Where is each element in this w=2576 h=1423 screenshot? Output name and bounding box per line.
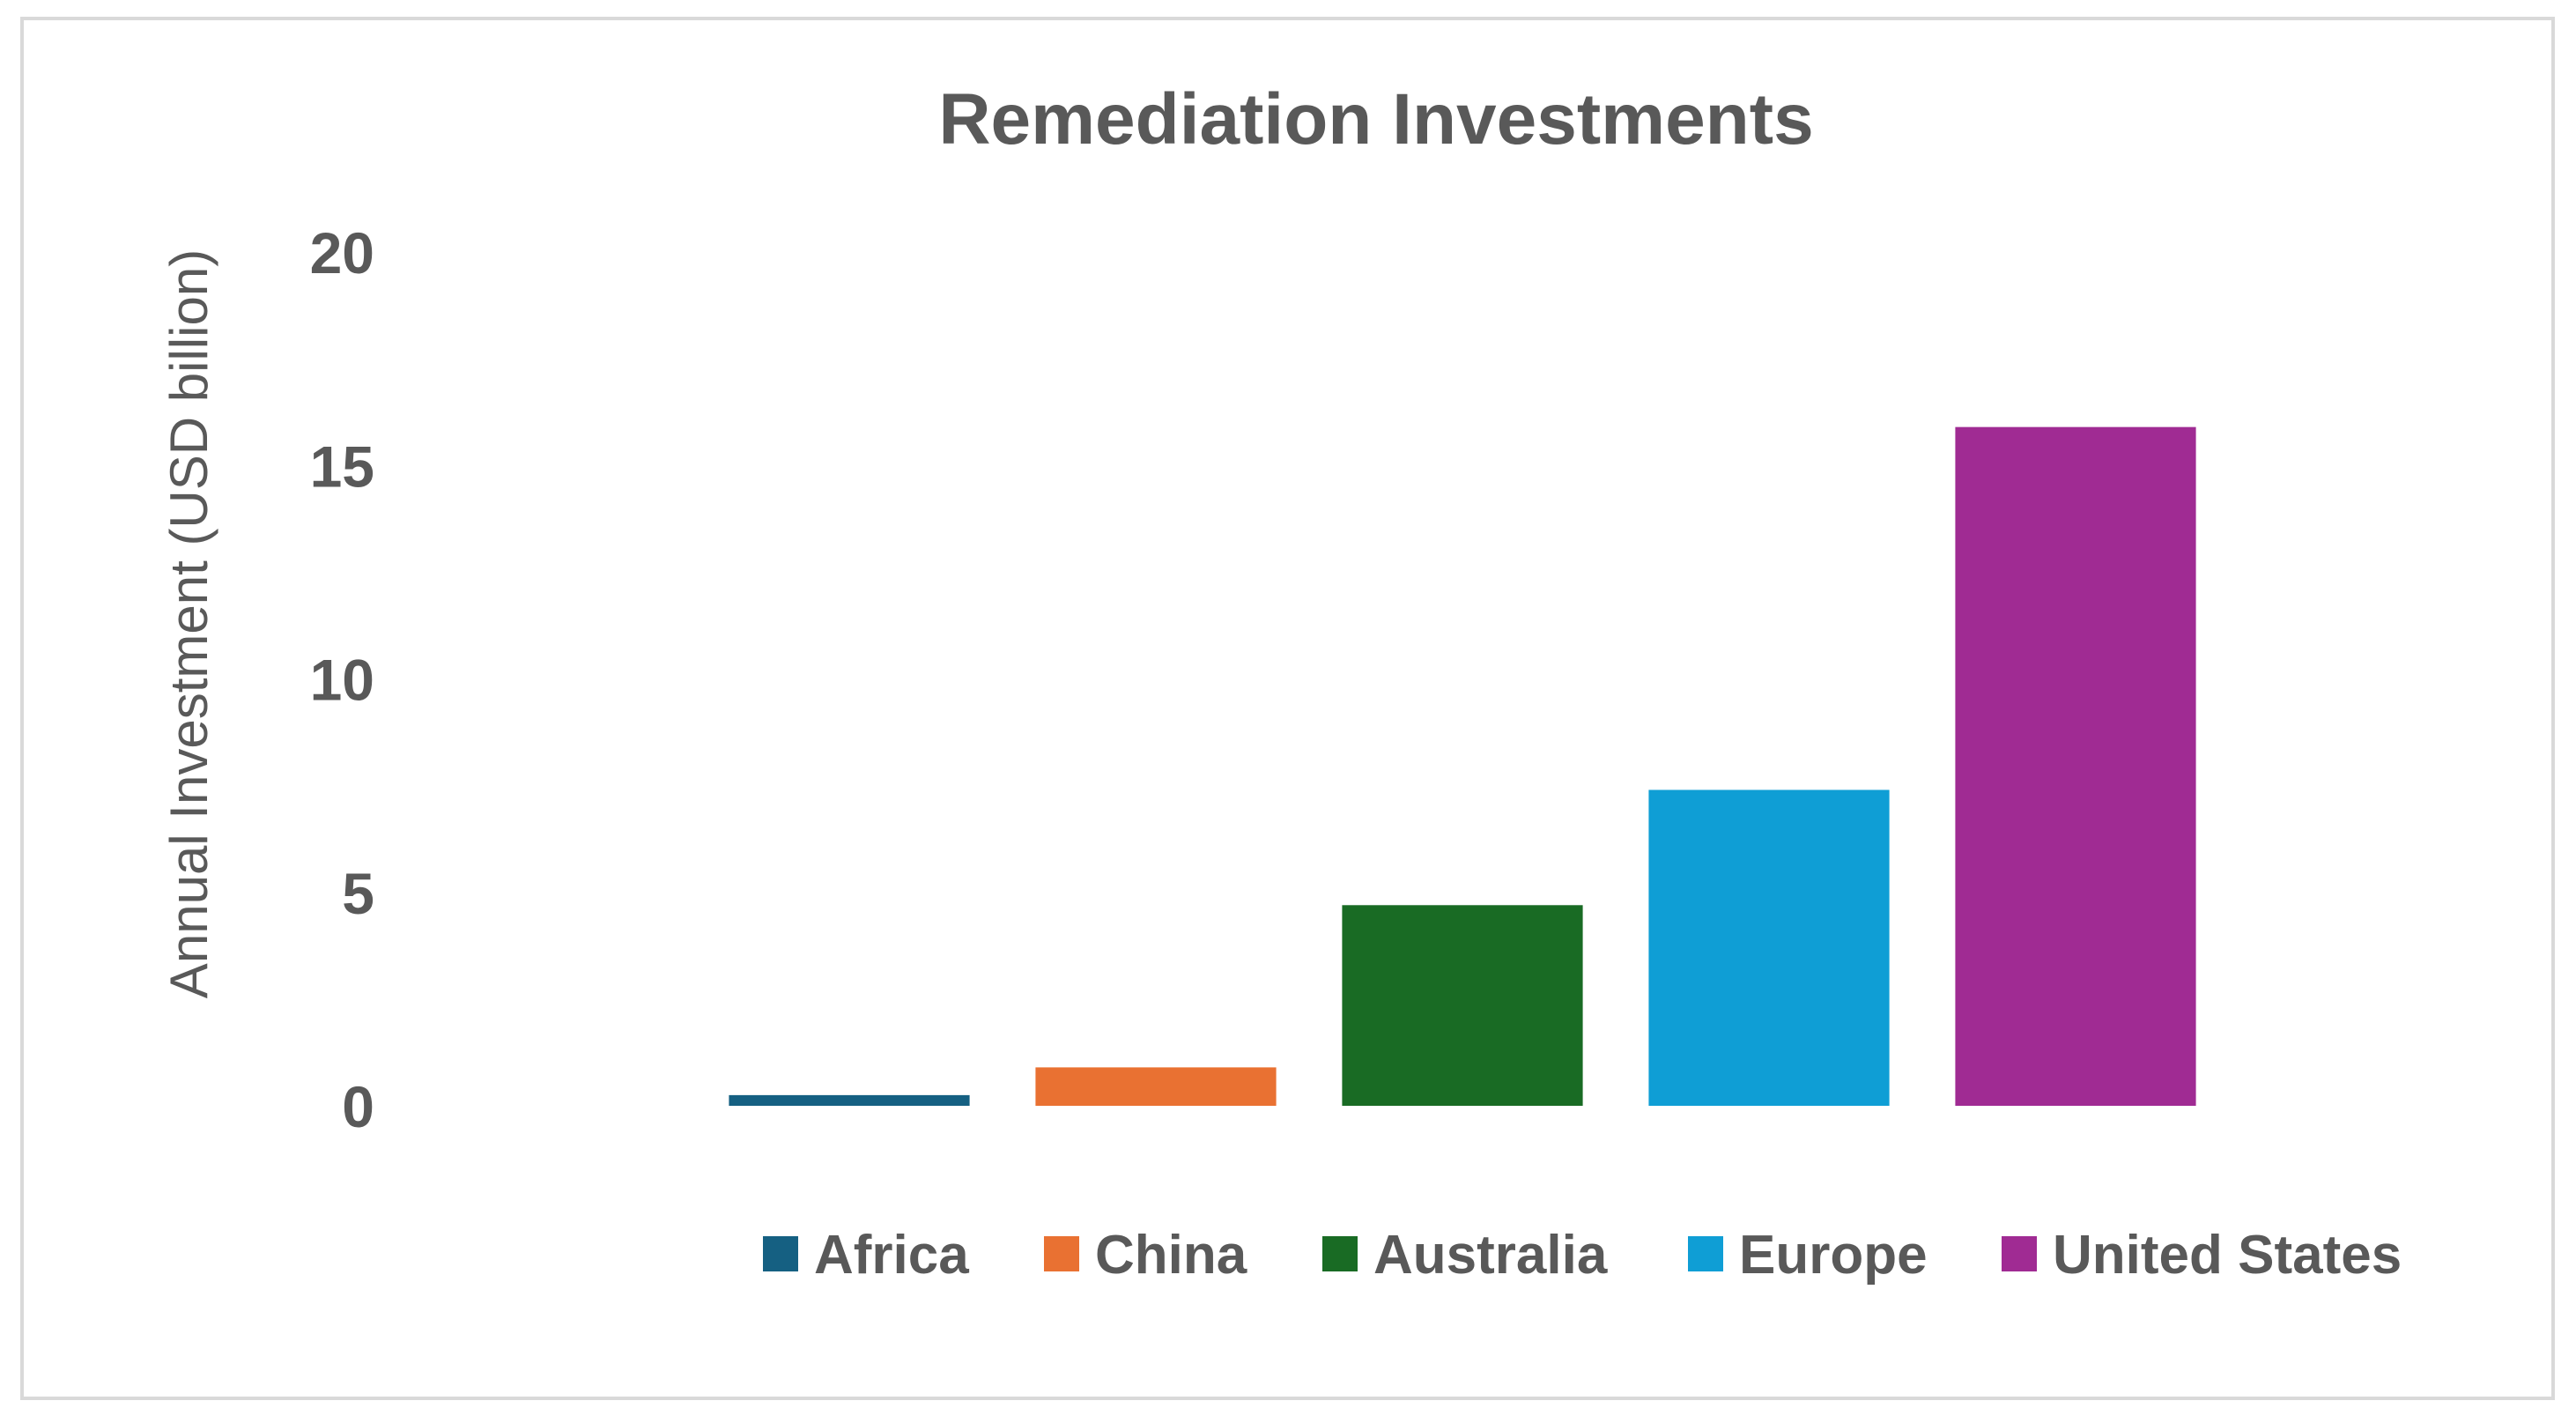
y-tick-label: 0 bbox=[342, 1074, 374, 1139]
legend-swatch bbox=[763, 1236, 798, 1271]
legend: Africa China Australia Europe United States bbox=[763, 1225, 2402, 1286]
legend-label: China bbox=[1095, 1225, 1247, 1286]
bar-africa bbox=[729, 1094, 970, 1106]
y-axis-ticks: 0 5 10 15 20 bbox=[310, 220, 374, 1139]
y-tick-label: 10 bbox=[310, 648, 374, 713]
legend-label: United States bbox=[2053, 1225, 2402, 1286]
legend-label: Europe bbox=[1739, 1225, 1928, 1286]
legend-swatch bbox=[2002, 1236, 2037, 1271]
legend-swatch bbox=[1322, 1236, 1358, 1271]
legend-swatch bbox=[1688, 1236, 1723, 1271]
y-axis-label: Annual Investment (USD billion) bbox=[159, 249, 218, 998]
y-tick-label: 15 bbox=[310, 434, 374, 499]
y-tick-label: 20 bbox=[310, 220, 374, 285]
bar-united-states bbox=[1955, 426, 2196, 1106]
bars bbox=[729, 426, 2196, 1106]
legend-label: Africa bbox=[814, 1225, 969, 1286]
legend-swatch bbox=[1044, 1236, 1079, 1271]
legend-label: Australia bbox=[1373, 1225, 1608, 1286]
y-tick-label: 5 bbox=[342, 861, 374, 926]
bar-europe bbox=[1648, 789, 1890, 1106]
chart-title: Remediation Investments bbox=[938, 79, 1813, 159]
bar-china bbox=[1035, 1067, 1277, 1106]
bar-australia bbox=[1342, 905, 1583, 1106]
